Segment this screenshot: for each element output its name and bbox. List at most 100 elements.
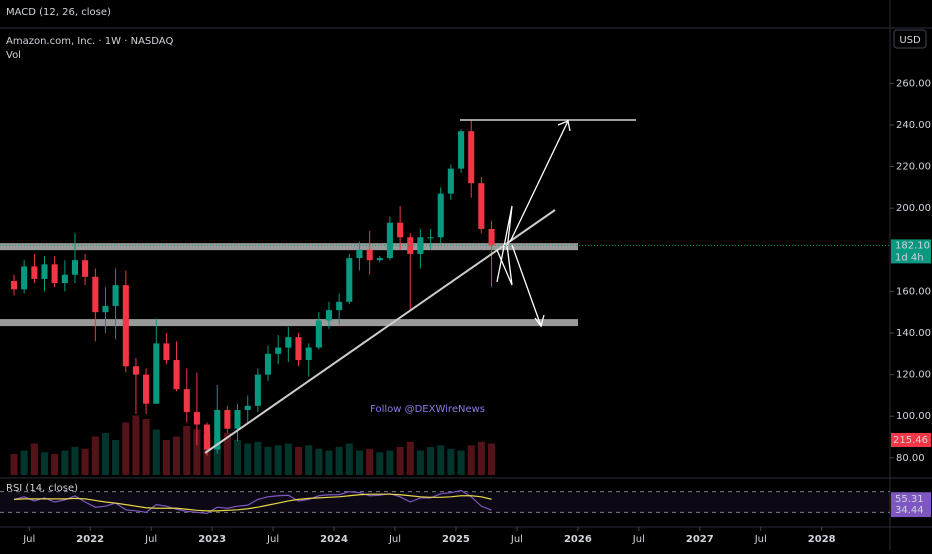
annotation: Follow @DEXWireNews [370, 404, 485, 415]
plot [0, 120, 578, 475]
rsi-line [13, 489, 492, 515]
candle-body [407, 237, 414, 254]
volume-bar [20, 450, 28, 475]
volume-bar [457, 450, 465, 475]
candle-body [427, 237, 434, 239]
level-band [0, 243, 578, 251]
candle-body [132, 366, 139, 375]
rsi-ma-badge [891, 492, 931, 507]
candle-body [244, 405, 251, 410]
x-tick-label: 2026 [564, 534, 592, 545]
candle-body [386, 222, 393, 259]
candle-body [214, 409, 221, 450]
volume-bar [193, 429, 201, 475]
volume-label: Vol [6, 50, 21, 61]
volume-bar [81, 448, 89, 475]
x-tick-label: 2025 [442, 534, 470, 545]
x-tick-label: 2024 [320, 534, 348, 545]
volume-bar [386, 450, 394, 475]
volume-bar [396, 447, 404, 475]
candle-body [10, 280, 18, 290]
volume-bar [294, 447, 302, 475]
rsi-label: RSI (14, close) [6, 483, 78, 494]
volume-bar [305, 445, 313, 475]
volume-bar [51, 454, 59, 475]
volume-bar [213, 436, 221, 475]
price-badge [891, 239, 931, 264]
candle-body [122, 285, 129, 367]
y-tick-label: 160.00 [896, 286, 931, 297]
candle-body [254, 374, 261, 406]
candle-body [275, 347, 282, 354]
volume-bar [376, 452, 384, 475]
zigzag [496, 205, 513, 283]
candle-body [51, 264, 58, 284]
x-tick-label: Jul [144, 534, 157, 545]
arrow-up [509, 120, 569, 243]
volume-bar [427, 447, 435, 475]
x-tick-label: Jul [388, 534, 401, 545]
candle-body [102, 305, 109, 313]
rsi-ma-badge-label: 55.31 [895, 494, 924, 505]
volume-badge-label: 215.46 M [893, 435, 932, 446]
volume-badge [891, 433, 931, 447]
volume-bar [467, 445, 475, 475]
candle-body [41, 264, 48, 279]
candle-body [234, 409, 241, 429]
volume-bar [345, 443, 353, 475]
x-tick-label: 2028 [808, 534, 836, 545]
volume-bar [325, 450, 333, 475]
volume-bar [223, 433, 231, 475]
volume-bar [233, 440, 242, 475]
macd-label: MACD (12, 26, close) [6, 7, 111, 18]
candle-body [468, 131, 475, 184]
candle-body [163, 343, 170, 361]
candle-body [143, 374, 150, 404]
volume-bar [447, 448, 455, 475]
candle-body [264, 353, 272, 375]
candle-body [61, 274, 68, 284]
rsi-badge-label: 34.44 [895, 505, 924, 516]
candle-body [478, 183, 485, 229]
rsi-ma-line [13, 493, 492, 512]
candle-body [285, 337, 292, 348]
candle-body [193, 412, 200, 425]
candle-body [295, 337, 302, 361]
candle-body [325, 310, 332, 321]
volume-bar [71, 447, 79, 475]
volume-bar [315, 448, 323, 475]
volume-bar [152, 429, 160, 475]
level-band [0, 319, 578, 327]
volume-bar [10, 454, 18, 475]
volume-bar [488, 443, 496, 475]
volume-bar [254, 441, 262, 475]
candle-body [346, 258, 353, 302]
y-tick-label: 260.00 [896, 78, 931, 89]
candle-body [112, 285, 119, 306]
volume-bar [142, 419, 150, 475]
drawings [204, 119, 636, 454]
candle-body [458, 131, 465, 169]
volume-bar [437, 445, 445, 475]
candle-body [224, 409, 231, 429]
volume-bar [416, 450, 424, 475]
countdown-label: 1d 4h [895, 252, 924, 263]
x-tick-label: 2022 [76, 534, 104, 545]
currency[interactable]: USD [899, 35, 921, 46]
candle-body [488, 228, 495, 246]
volume-bar [355, 450, 363, 475]
arrow-down [511, 244, 542, 327]
x-tick-label: Jul [632, 534, 645, 545]
candle-body [376, 258, 383, 261]
candle-body [437, 193, 444, 238]
currency-box[interactable] [893, 29, 927, 49]
volume-bar [244, 443, 252, 475]
candle-body [447, 168, 454, 194]
x-tick-label: 2027 [686, 534, 714, 545]
volume-bar [406, 441, 414, 475]
rsi-band [0, 491, 890, 513]
x-tick-label: Jul [754, 534, 767, 545]
candle-body [82, 260, 89, 277]
